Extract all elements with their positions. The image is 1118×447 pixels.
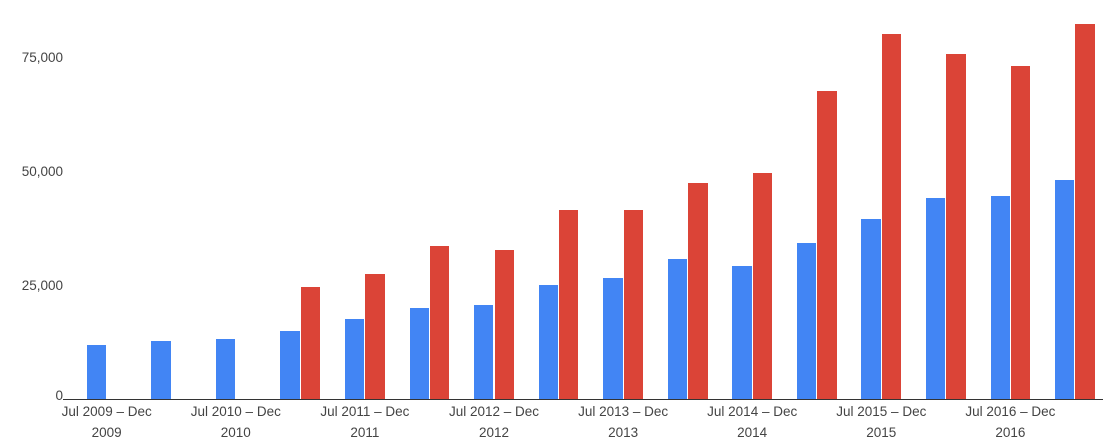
bar-blue-group-8[interactable]: [603, 278, 623, 400]
bar-red-group-9[interactable]: [688, 182, 708, 400]
bar-red-group-3[interactable]: [300, 287, 321, 400]
bar-blue-group-13[interactable]: [925, 198, 946, 400]
bar-red-group-11[interactable]: [817, 90, 837, 400]
bar-red-group-7[interactable]: [559, 209, 579, 400]
bar-blue-group-14[interactable]: [990, 196, 1010, 400]
x-axis-tick-label: Jul 2013 – Dec 2013: [578, 403, 669, 440]
y-axis-tick-label: 0: [55, 388, 63, 403]
bar-blue-group-10[interactable]: [732, 266, 752, 400]
bar-red-group-12[interactable]: [881, 34, 902, 400]
bar-red-group-4[interactable]: [365, 273, 385, 400]
x-axis-tick-label: Jul 2014 – Dec 2014: [707, 403, 798, 440]
x-axis-tick-label: Jul 2009 – Dec 2009: [61, 403, 152, 440]
x-axis-tick-label: Jul 2011 – Dec 2011: [320, 403, 410, 440]
bar-blue-group-3[interactable]: [280, 331, 300, 400]
x-axis-tick-label: Jul 2016 – Dec 2016: [965, 403, 1056, 440]
x-axis-tick-label: Jul 2010 – Dec 2010: [190, 403, 281, 440]
bar-blue-group-4[interactable]: [345, 319, 365, 400]
bar-blue-group-12[interactable]: [861, 218, 881, 400]
x-axis-line: [62, 398, 1103, 401]
bar-blue-group-9[interactable]: [667, 258, 688, 400]
bar-blue-group-1[interactable]: [151, 341, 171, 400]
bar-blue-group-15[interactable]: [1055, 179, 1075, 400]
y-axis-tick-label: 25,000: [21, 277, 63, 293]
bar-blue-group-7[interactable]: [538, 284, 559, 400]
x-axis-tick-label: Jul 2015 – Dec 2015: [836, 403, 927, 440]
bar-red-group-5[interactable]: [429, 245, 450, 400]
bar-blue-group-6[interactable]: [474, 304, 494, 400]
bar-red-group-15[interactable]: [1075, 24, 1095, 400]
bar-blue-group-2[interactable]: [215, 338, 236, 400]
x-axis-tick-label: Jul 2012 – Dec 2012: [448, 403, 540, 440]
bar-red-group-13[interactable]: [946, 54, 966, 400]
bar-red-group-8[interactable]: [623, 209, 643, 400]
bar-blue-group-5[interactable]: [409, 307, 429, 400]
y-axis-tick-label: 50,000: [21, 163, 63, 179]
bar-blue-group-11[interactable]: [796, 242, 817, 400]
bar-red-group-10[interactable]: [752, 173, 773, 400]
bar-red-group-6[interactable]: [494, 249, 514, 400]
bar-blue-group-0[interactable]: [86, 345, 107, 400]
y-axis-tick-label: 75,000: [21, 49, 63, 65]
bar-red-group-14[interactable]: [1010, 66, 1031, 400]
